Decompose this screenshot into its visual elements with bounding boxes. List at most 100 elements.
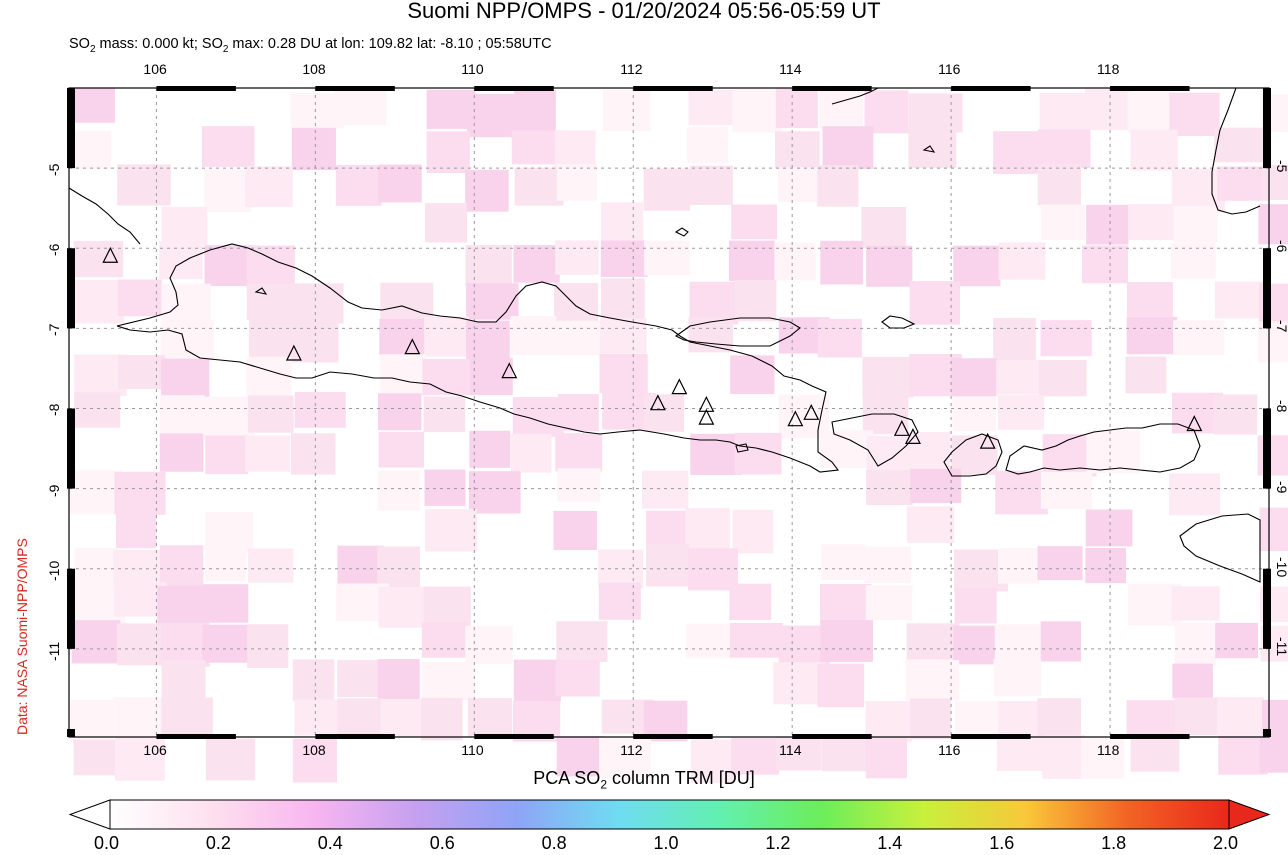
so2-tile [644,240,691,276]
so2-tile [1127,282,1173,317]
so2-tile [821,544,866,580]
so2-tile [555,660,600,697]
so2-tile [74,88,115,123]
island-penida [922,145,936,153]
so2-tile [512,397,564,437]
so2-tile [74,392,121,428]
so2-tile [1259,737,1288,773]
so2-tile [820,620,873,662]
so2-tile [817,165,859,207]
so2-tile [690,433,742,475]
so2-tile [821,734,868,772]
frame-tick-bottom [1110,734,1190,739]
so2-tile [731,204,777,240]
volcano-triangle [649,394,666,411]
so2-tile [998,547,1039,584]
so2-tile [729,583,772,621]
so2-tile [909,281,960,325]
so2-tile [1258,204,1288,245]
so2-tile [290,283,344,324]
so2-tile [1217,697,1265,736]
so2-tile [1261,164,1288,200]
so2-tile [203,169,252,212]
so2-tile [337,698,384,735]
so2-tile [734,432,782,475]
so2-tile [642,470,689,509]
map-subtitle: SO2 mass: 0.000 kt; SO2 max: 0.28 DU at … [69,36,552,55]
so2-tile [817,663,865,708]
tick-label: 106 [143,61,167,77]
so2-tile [465,169,509,212]
colorbar-tick-label: 1.6 [989,833,1015,853]
so2-tile [74,547,120,591]
coastline [68,87,1261,583]
so2-tile [865,585,913,621]
so2-tile [292,738,337,783]
tick-label: 106 [143,742,167,758]
so2-tile [910,468,962,504]
so2-tile [774,242,816,281]
so2-tile [1169,473,1221,516]
tick-label: -5 [46,163,62,177]
frame-tick-left [67,248,75,329]
so2-tile [1037,129,1091,168]
so2-tile [117,164,171,206]
so2-tile [513,659,561,702]
so2-tile [248,316,296,360]
tick-label: 112 [620,61,643,77]
so2-tile [1037,164,1081,206]
so2-tile [424,316,470,357]
borneo-coast [831,87,879,105]
so2-tile [161,622,210,667]
volcano-triangle [404,338,421,355]
so2-tile [555,240,599,275]
tick-label: 110 [461,61,484,77]
so2-tile [910,698,952,740]
so2-tile [247,395,294,433]
so2-tile [115,508,157,549]
so2-tile [468,471,521,514]
so2-tile [993,317,1036,361]
so2-tile [1126,700,1177,737]
so2-tile [600,240,648,277]
so2-tile [866,470,913,506]
so2-tile [993,131,1045,175]
island-kangean [881,315,916,329]
so2-tile [377,546,420,590]
so2-tile [291,127,336,171]
so2-tile [599,354,648,394]
so2-tile [294,392,346,428]
so2-tile [1042,735,1085,779]
island-karimun [254,287,268,295]
so2-tile [159,433,204,472]
volcano-triangle [1186,415,1203,432]
colorbar-tick-label: 1.0 [653,833,679,853]
so2-tile [729,622,783,658]
frame-tick-top [633,86,713,91]
so2-tile [952,396,996,432]
subtitle-rest: max: 0.28 DU at lon: 109.82 lat: -8.10 ;… [228,36,552,52]
colorbar [68,799,1271,830]
so2-tile [819,89,863,130]
so2-tile [732,89,782,133]
so2-tile [864,546,911,584]
so2-tile [820,583,872,621]
colorbar-tick-label: 1.8 [1101,833,1127,853]
so2-tile [247,548,294,583]
colorbar-tick-label: 0.8 [541,833,567,853]
so2-tile [555,433,603,472]
so2-tile [907,432,951,476]
frame-tick-right [1263,88,1271,169]
so2-tile [732,509,774,554]
so2-tile [993,659,1042,697]
so2-tile [1082,245,1129,284]
so2-tile [1130,736,1180,772]
so2-tile [1174,622,1217,666]
so2-tile [73,739,122,776]
so2-tile [246,245,295,290]
so2-tile [954,701,1006,741]
colorbar-title-text: PCA SO [533,768,601,788]
so2-tile [513,245,560,283]
tick-label: -11 [1274,636,1288,657]
volcano-triangle [698,408,715,425]
